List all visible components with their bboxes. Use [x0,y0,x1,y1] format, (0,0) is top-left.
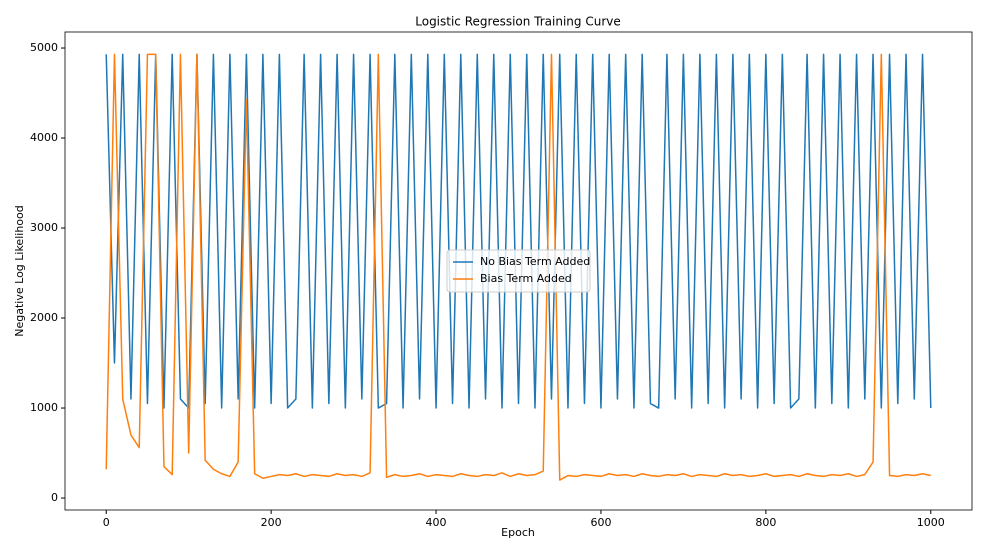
x-axis-label: Epoch [501,526,535,539]
x-tick-label: 1000 [917,516,945,529]
series-line [105,53,932,409]
y-tick-label: 5000 [30,41,58,54]
x-tick-label: 600 [590,516,611,529]
chart-title: Logistic Regression Training Curve [415,15,621,29]
x-tick-label: 800 [755,516,776,529]
y-tick-label: 4000 [30,131,58,144]
x-tick-label: 200 [261,516,282,529]
legend-box [446,249,591,293]
legend-label: Bias Term Added [480,272,572,285]
y-tick-label: 2000 [30,311,58,324]
plot-frame [64,31,973,511]
y-axis-label: Negative Log Likelihood [13,205,26,336]
y-tick-label: 3000 [30,221,58,234]
legend: No Bias Term Added Bias Term Added [446,249,591,293]
series-line [105,53,931,481]
x-tick-label: 400 [426,516,447,529]
legend-label: No Bias Term Added [480,255,590,268]
x-tick-label: 0 [103,516,110,529]
y-tick-label: 1000 [30,401,58,414]
y-tick-label: 0 [51,491,58,504]
